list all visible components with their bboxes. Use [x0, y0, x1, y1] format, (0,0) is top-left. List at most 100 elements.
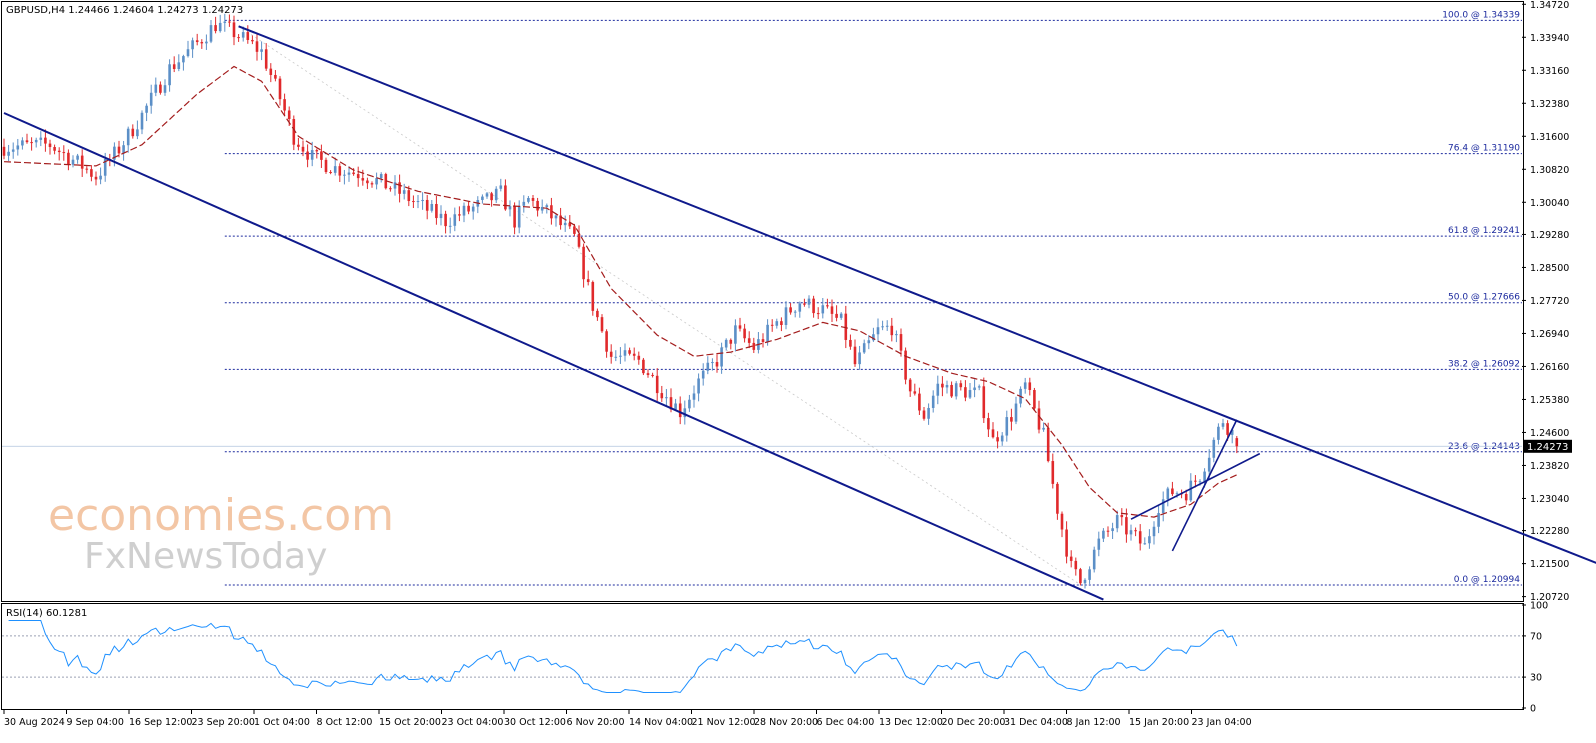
candle-body: [1106, 530, 1110, 532]
candle-body: [2, 146, 6, 156]
current-price-badge: 1.24273: [1524, 439, 1572, 453]
candle-body: [356, 174, 360, 179]
candle-body: [126, 128, 130, 146]
candle-body: [628, 350, 631, 354]
candle-body: [504, 185, 507, 210]
candle-body: [191, 40, 194, 50]
candle-body: [885, 325, 889, 327]
candle-body: [770, 324, 774, 326]
candle-body: [789, 307, 792, 313]
candle-body: [1203, 471, 1206, 482]
candle-body: [720, 347, 723, 367]
candle-body: [269, 68, 273, 75]
candle-body: [53, 147, 56, 151]
candle-body: [729, 339, 733, 344]
candle-body: [683, 408, 687, 418]
candle-body: [462, 205, 466, 216]
candle-body: [881, 326, 884, 328]
candle-body: [665, 397, 668, 399]
price-tick-label: 1.24600: [1530, 428, 1569, 439]
candle-body: [835, 313, 838, 318]
candle-body: [76, 155, 79, 160]
candle-body: [554, 215, 558, 219]
fib-level-label: 38.2 @ 1.26092: [1448, 359, 1520, 369]
candle-body: [931, 395, 935, 408]
candle-body: [582, 246, 585, 280]
candle-body: [1023, 382, 1027, 389]
candle-body: [793, 311, 797, 313]
candle-body: [596, 310, 599, 318]
candle-body: [688, 399, 691, 409]
candle-body: [853, 346, 857, 365]
rsi-panel: [1, 603, 1524, 710]
candle-body: [642, 359, 645, 374]
candle-body: [39, 137, 43, 140]
candle-body: [1198, 481, 1202, 483]
time-tick-label: 6 Dec 04:00: [817, 717, 875, 728]
candle-body: [384, 174, 388, 189]
candle-body: [7, 151, 10, 156]
candle-body: [329, 172, 332, 174]
candle-body: [246, 32, 250, 40]
candle-body: [632, 353, 636, 356]
candle-body: [1143, 543, 1147, 545]
candle-body: [858, 352, 861, 365]
candle-body: [890, 325, 894, 336]
candle-body: [807, 298, 811, 305]
candle-body: [637, 355, 641, 360]
rsi-series: [2, 620, 1522, 694]
candle-body: [425, 199, 429, 211]
candle-body: [761, 339, 765, 343]
rsi-tick-label: 30: [1530, 673, 1542, 684]
candle-body: [1083, 579, 1087, 584]
candle-body: [324, 159, 328, 173]
candle-body: [959, 383, 963, 388]
candle-body: [531, 198, 535, 201]
fib-level-label: 76.4 @ 1.31190: [1448, 144, 1520, 154]
candle-body: [421, 199, 424, 202]
chart-title: GBPUSD,H4 1.24466 1.24604 1.24273 1.2427…: [6, 5, 243, 16]
candle-body: [430, 203, 434, 211]
candle-body: [945, 384, 949, 388]
candle-body: [1111, 528, 1114, 532]
candle-body: [1129, 530, 1133, 535]
rsi-axis: 100 70 30 0: [1522, 601, 1548, 715]
candle-body: [149, 92, 153, 106]
candle-body: [1115, 515, 1119, 529]
candle-body: [803, 303, 806, 305]
candle-body: [1221, 423, 1225, 427]
candle-body: [1194, 480, 1197, 482]
candle-body: [780, 321, 783, 325]
candle-body: [343, 174, 346, 176]
time-tick-label: 31 Dec 04:00: [1004, 717, 1068, 728]
candle-body: [724, 339, 728, 348]
candle-body: [977, 386, 981, 388]
candle-body: [375, 178, 378, 185]
fibonacci-levels: 100.0 @ 1.34339 76.4 @ 1.31190 61.8 @ 1.29…: [2, 10, 1522, 586]
price-tick-label: 1.22280: [1530, 526, 1569, 537]
candle-body: [103, 159, 107, 176]
candle-body: [379, 174, 383, 179]
candle-body: [1166, 488, 1170, 500]
candle-body: [131, 128, 135, 137]
candle-body: [1134, 530, 1137, 532]
price-tick-label: 1.27720: [1530, 296, 1569, 307]
candle-body: [407, 190, 411, 202]
candle-body: [333, 166, 337, 173]
candle-body: [209, 25, 213, 42]
time-tick-label: 9 Sep 04:00: [67, 717, 124, 728]
candle-body: [784, 307, 788, 325]
candle-body: [1189, 480, 1193, 501]
candle-body: [453, 214, 457, 226]
candle-body: [968, 390, 972, 398]
candle-body: [517, 205, 521, 228]
candle-body: [904, 350, 907, 380]
candle-body: [568, 222, 572, 227]
candle-body: [839, 313, 843, 318]
candle-body: [711, 362, 714, 364]
candle-body: [48, 143, 52, 148]
candle-body: [1152, 526, 1156, 537]
candle-body: [697, 378, 700, 394]
time-tick-label: 23 Oct 04:00: [442, 717, 504, 728]
